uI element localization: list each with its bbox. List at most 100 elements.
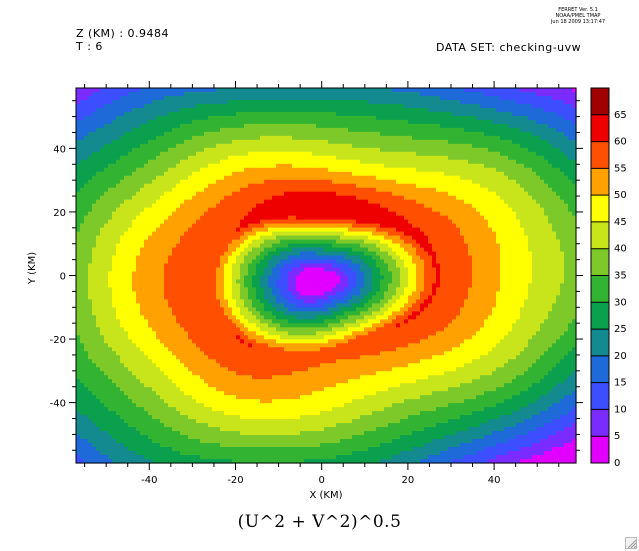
field-cell [176,203,181,209]
field-cell [128,175,133,181]
field-cell [156,103,161,109]
field-cell [184,199,189,205]
field-cell [232,119,237,125]
field-cell [460,163,465,169]
field-cell [456,159,461,165]
field-cell [336,195,341,201]
field-cell [208,147,213,153]
field-cell [156,115,161,121]
field-cell [496,119,501,125]
field-cell [340,139,345,145]
field-cell [84,211,89,217]
field-cell [148,155,153,161]
field-cell [308,243,313,249]
field-cell [508,183,513,189]
field-cell [256,99,261,105]
field-cell [424,243,429,249]
field-cell [156,111,161,117]
field-cell [472,111,477,117]
field-cell [100,91,105,97]
field-cell [288,151,293,157]
field-cell [176,119,181,125]
field-cell [272,151,277,157]
field-cell [140,159,145,165]
field-cell [220,199,225,205]
field-cell [164,123,169,129]
field-cell [196,111,201,117]
field-cell [528,183,533,189]
field-cell [404,199,409,205]
field-cell [268,183,273,189]
field-cell [472,215,477,221]
field-cell [280,199,285,205]
field-cell [256,115,261,121]
field-cell [216,151,221,157]
field-cell [188,167,193,173]
field-cell [116,199,121,205]
field-cell [224,127,229,133]
field-cell [344,99,349,105]
field-cell [236,183,241,189]
field-cell [564,115,569,121]
field-cell [408,107,413,113]
field-cell [536,227,541,233]
field-cell [428,111,433,117]
field-cell [228,211,233,217]
field-cell [512,163,517,169]
field-cell [136,167,141,173]
field-cell [528,139,533,145]
field-cell [132,95,137,101]
field-cell [512,99,517,105]
field-cell [244,131,249,137]
field-cell [336,115,341,121]
field-cell [456,111,461,117]
field-cell [280,127,285,133]
field-cell [532,111,537,117]
field-cell [152,159,157,165]
field-cell [92,163,97,169]
field-cell [316,147,321,153]
field-cell [236,143,241,149]
field-cell [328,147,333,153]
field-cell [548,147,553,153]
field-cell [340,135,345,141]
field-cell [264,243,269,249]
field-cell [324,111,329,117]
field-cell [80,179,85,185]
field-cell [532,239,537,245]
field-cell [336,163,341,169]
field-cell [296,199,301,205]
field-cell [424,95,429,101]
field-cell [268,151,273,157]
field-cell [448,107,453,113]
field-cell [88,187,93,193]
field-cell [264,95,269,101]
field-cell [368,143,373,149]
field-cell [280,91,285,97]
field-cell [196,207,201,213]
field-cell [368,103,373,109]
field-cell [536,151,541,157]
field-cell [292,219,297,225]
field-cell [532,243,537,249]
field-cell [168,195,173,201]
field-cell [328,99,333,105]
field-cell [416,243,421,249]
field-cell [316,131,321,137]
field-cell [332,135,337,141]
field-cell [160,235,165,241]
field-cell [360,135,365,141]
field-cell [568,95,573,101]
field-cell [456,99,461,105]
field-cell [572,159,577,165]
field-cell [220,95,225,101]
field-cell [340,203,345,209]
field-cell [152,243,157,249]
field-cell [464,175,469,181]
field-cell [452,239,457,245]
field-cell [308,175,313,181]
field-cell [152,235,157,241]
field-cell [276,123,281,129]
field-cell [568,143,573,149]
field-cell [292,175,297,181]
